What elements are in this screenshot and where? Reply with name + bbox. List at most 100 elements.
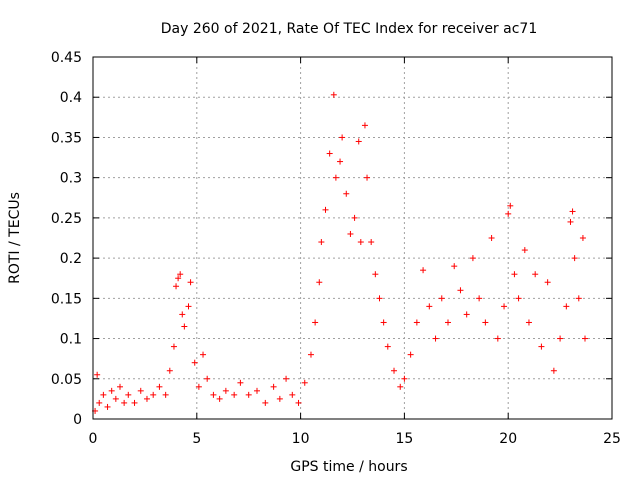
- data-point: [557, 335, 564, 342]
- data-point: [170, 343, 177, 350]
- data-point: [237, 379, 244, 386]
- x-tick-label: 20: [499, 431, 517, 447]
- data-point: [181, 323, 188, 330]
- data-point: [316, 279, 323, 286]
- data-point: [216, 395, 223, 402]
- data-point: [187, 279, 194, 286]
- y-tick-label: 0.4: [60, 90, 82, 106]
- data-point: [355, 138, 362, 145]
- data-point: [532, 271, 539, 278]
- data-point: [380, 319, 387, 326]
- y-tick-label: 0: [73, 412, 82, 428]
- data-point: [179, 311, 186, 318]
- data-point: [301, 379, 308, 386]
- data-point: [100, 391, 107, 398]
- data-point: [166, 367, 173, 374]
- data-point: [538, 343, 545, 350]
- data-point: [507, 202, 514, 209]
- data-point: [330, 91, 337, 98]
- data-point: [469, 255, 476, 262]
- data-point: [108, 387, 115, 394]
- data-point: [156, 383, 163, 390]
- data-point: [372, 271, 379, 278]
- data-point: [426, 303, 433, 310]
- data-point: [501, 303, 508, 310]
- data-point: [571, 255, 578, 262]
- data-point: [312, 319, 319, 326]
- data-point: [339, 134, 346, 141]
- data-point: [505, 210, 512, 217]
- data-point: [376, 295, 383, 302]
- data-point: [567, 218, 574, 225]
- data-point: [143, 395, 150, 402]
- data-point: [451, 263, 458, 270]
- data-point: [326, 150, 333, 157]
- data-point: [318, 239, 325, 246]
- data-point: [137, 387, 144, 394]
- data-point: [347, 230, 354, 237]
- data-point: [488, 235, 495, 241]
- data-point: [210, 391, 217, 398]
- x-tick-label: 10: [292, 431, 310, 447]
- data-point: [391, 367, 398, 374]
- y-tick-label: 0.45: [51, 50, 82, 66]
- data-point: [420, 267, 427, 274]
- y-tick-label: 0.3: [60, 171, 82, 187]
- data-point: [337, 158, 344, 165]
- data-point: [563, 303, 570, 310]
- data-point: [407, 351, 414, 358]
- x-tick-label: 25: [603, 431, 621, 447]
- data-point: [550, 367, 557, 374]
- data-point: [515, 295, 522, 302]
- data-point: [231, 391, 238, 398]
- y-tick-label: 0.1: [60, 332, 82, 348]
- x-tick-label: 5: [192, 431, 201, 447]
- data-point: [476, 295, 483, 302]
- data-point: [368, 239, 375, 246]
- y-tick-label: 0.2: [60, 251, 82, 267]
- data-point: [322, 206, 329, 213]
- data-point: [457, 287, 464, 294]
- data-point: [544, 279, 551, 286]
- data-point: [438, 295, 445, 302]
- data-point: [364, 174, 371, 181]
- data-point: [262, 399, 269, 406]
- data-point: [112, 395, 119, 402]
- data-point: [494, 335, 501, 342]
- data-point: [200, 351, 207, 358]
- data-point: [150, 391, 157, 398]
- data-point: [432, 335, 439, 342]
- data-point: [96, 399, 103, 406]
- data-point: [104, 403, 111, 410]
- y-tick-label: 0.35: [51, 130, 82, 146]
- x-tick-label: 0: [89, 431, 98, 447]
- data-point: [191, 359, 198, 366]
- data-point: [582, 335, 589, 342]
- data-point: [270, 383, 277, 390]
- data-point: [245, 391, 252, 398]
- data-point: [185, 303, 192, 310]
- data-point: [175, 275, 182, 282]
- data-point: [307, 351, 314, 358]
- data-point: [121, 399, 128, 406]
- data-point: [222, 387, 229, 394]
- data-point: [343, 190, 350, 197]
- y-tick-label: 0.15: [51, 291, 82, 307]
- data-point: [569, 208, 576, 215]
- data-point: [511, 271, 518, 278]
- data-point: [525, 319, 532, 326]
- data-point: [289, 391, 296, 398]
- x-axis: 0 5 10 15 20 25: [89, 57, 621, 447]
- chart-title: Day 260 of 2021, Rate Of TEC Index for r…: [161, 21, 537, 37]
- data-point: [204, 375, 211, 382]
- data-point: [384, 343, 391, 350]
- data-point: [276, 395, 283, 402]
- y-tick-label: 0.05: [51, 372, 82, 388]
- data-point: [295, 399, 302, 406]
- x-axis-label: GPS time / hours: [290, 459, 407, 475]
- data-point: [444, 319, 451, 326]
- y-tick-label: 0.25: [51, 211, 82, 227]
- data-point: [357, 239, 364, 246]
